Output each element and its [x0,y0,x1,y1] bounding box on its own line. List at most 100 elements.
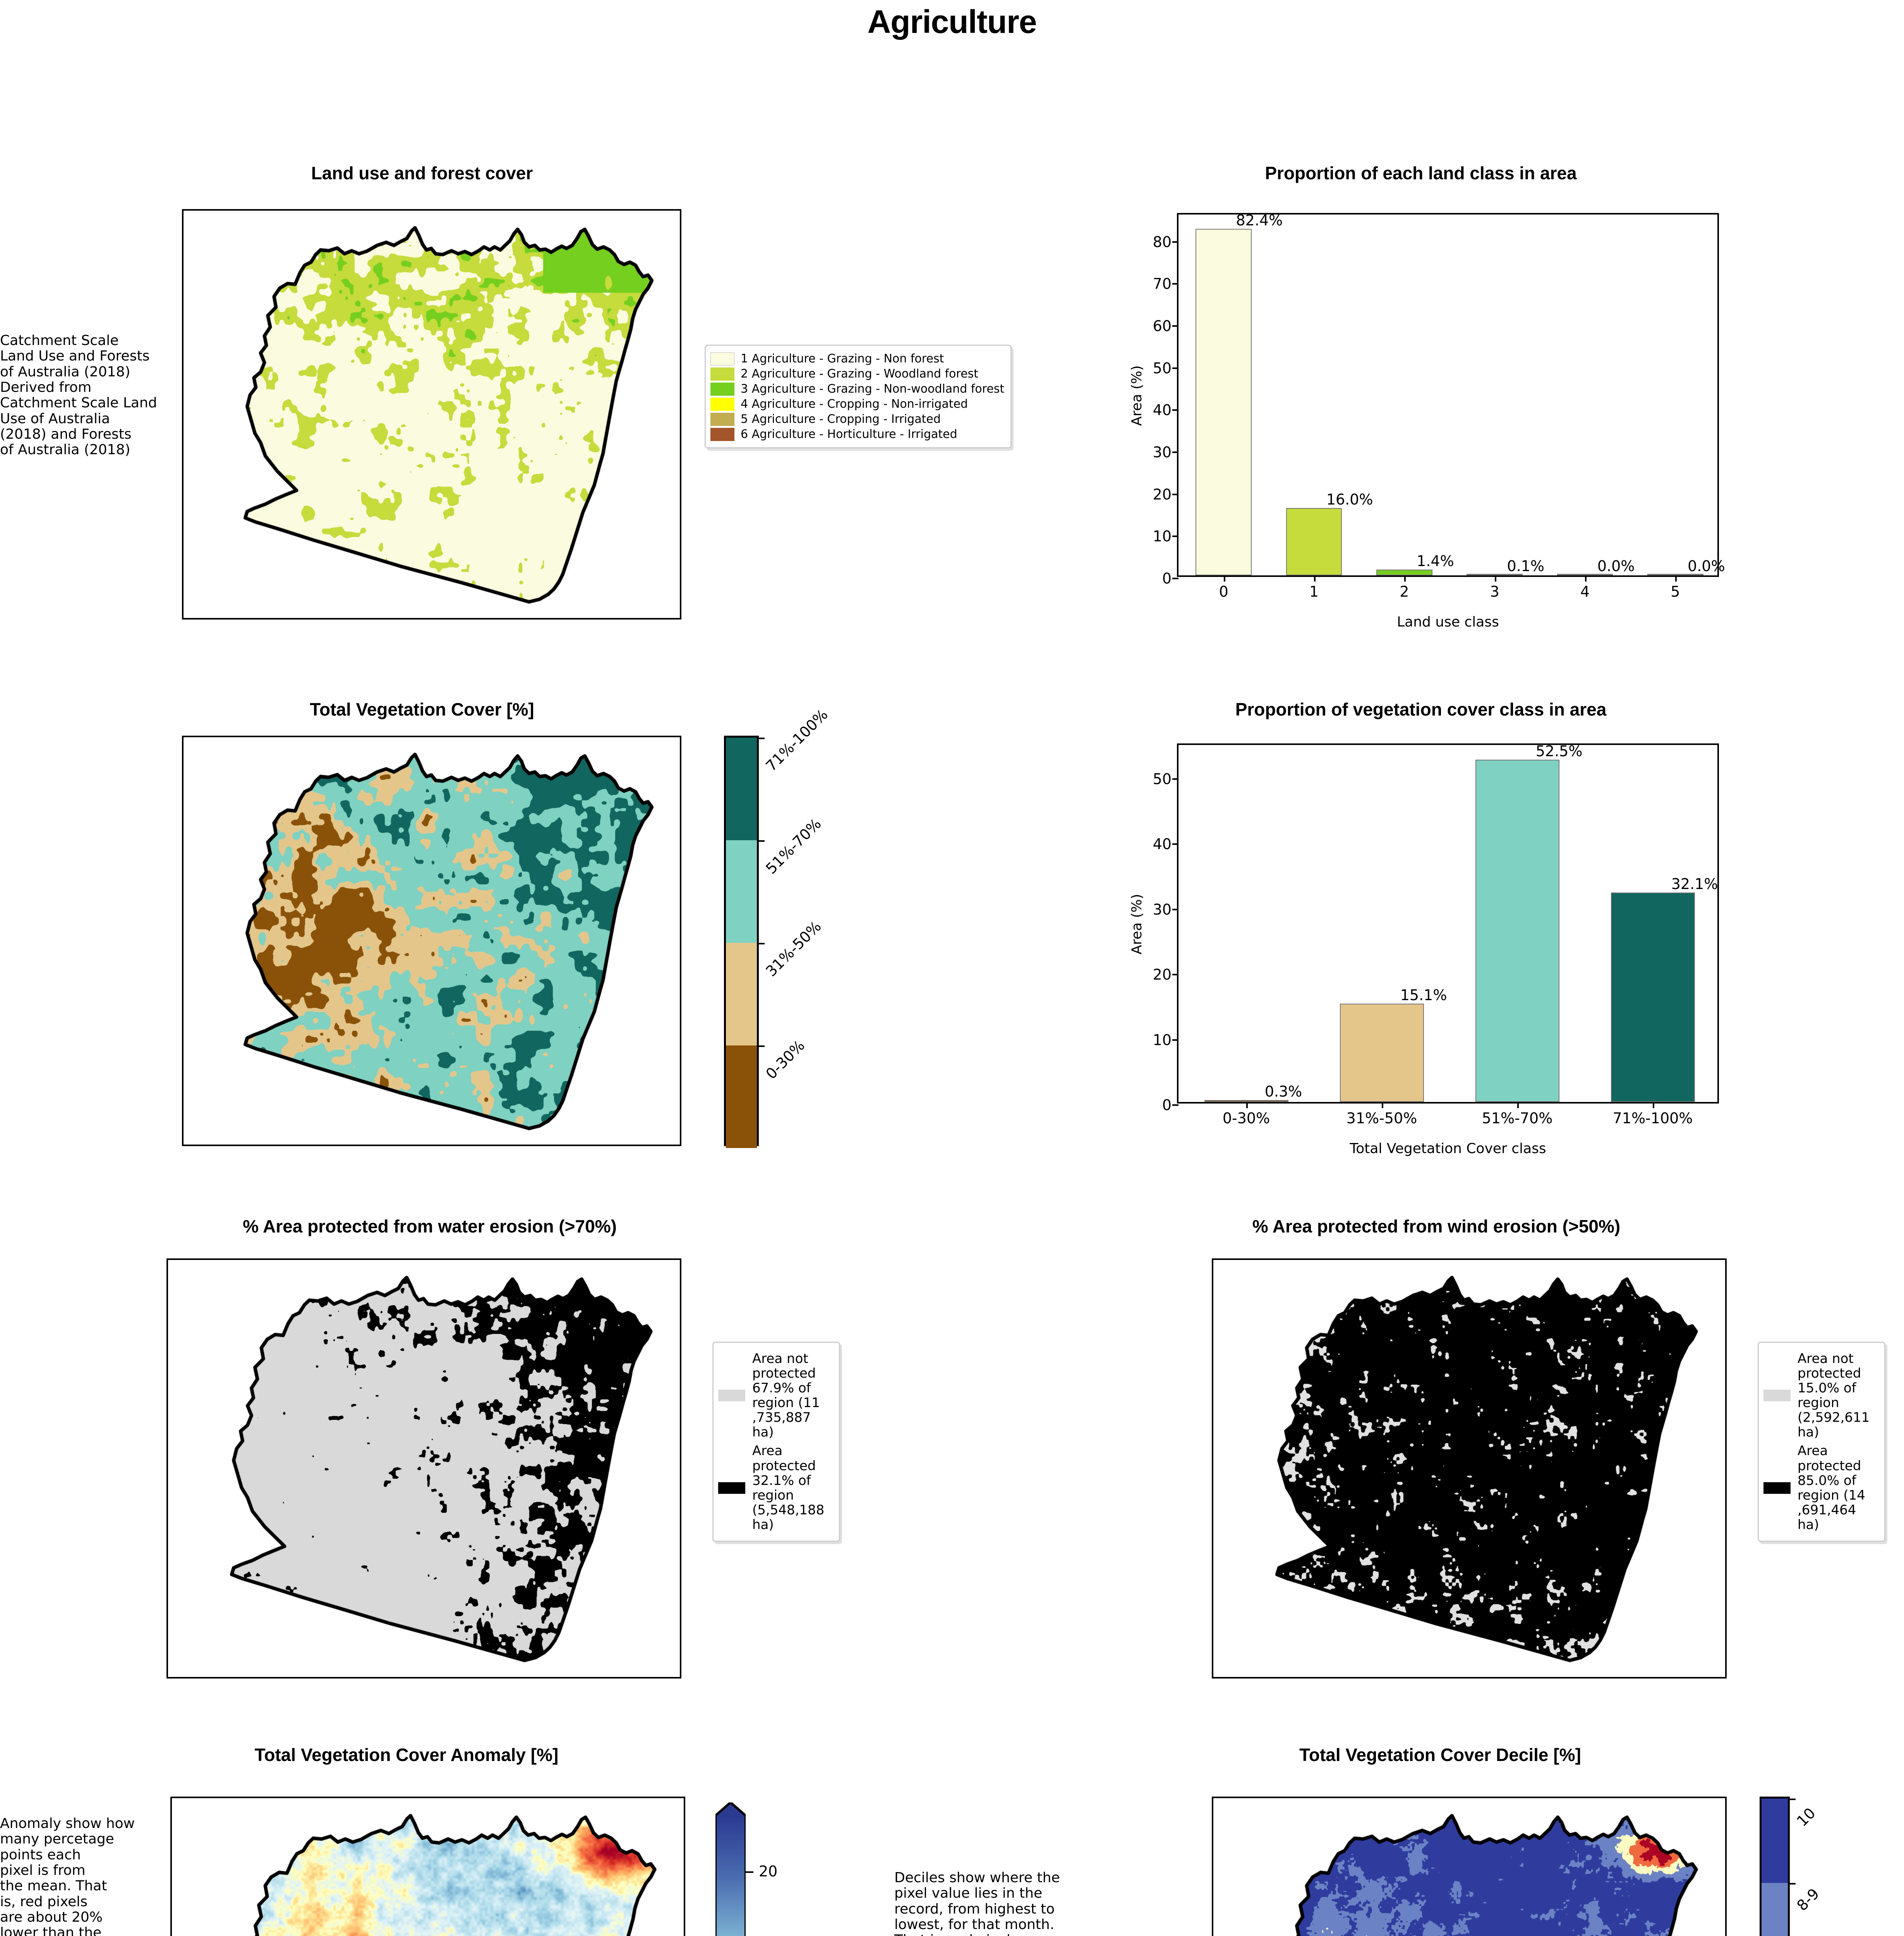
colorbar-label: 31%-50% [762,917,825,980]
map-y-tick [182,293,184,294]
bar [1647,574,1703,575]
map-x-tick [348,1145,350,1146]
map-y-tick [166,1344,168,1346]
y-axis-tick [1172,283,1178,285]
bar [1475,759,1559,1102]
colorbar-segment [726,840,757,943]
y-axis-tick [1172,974,1178,976]
y-axis-tick-label: 10 [1153,1031,1172,1049]
x-axis-tick-label: 3 [1490,583,1499,600]
x-axis-tick-label: 2 [1400,583,1409,600]
y-axis-tick-label: 60 [1153,317,1172,335]
y-axis-tick [1172,535,1178,537]
wind-erosion-map[interactable] [1212,1258,1727,1679]
wind-erosion-legend: Area not protected 15.0% of region (2,59… [1758,1342,1885,1542]
map-y-tick [182,819,184,821]
veg-cover-map[interactable] [182,736,681,1146]
map-x-tick [254,618,255,620]
anomaly-panel-title: Total Vegetation Cover Anomaly [%] [254,1745,559,1765]
colorbar-tick [757,840,765,842]
legend-swatch [718,1390,745,1402]
x-axis-tick [1246,1102,1248,1108]
veg-class-chart-title: Proportion of vegetation cover class in … [1235,699,1607,719]
x-axis-tick [1653,1102,1654,1108]
map-x-tick [254,1145,255,1146]
colorbar-tick [746,1871,753,1873]
legend-swatch [1763,1482,1791,1494]
map-x-tick [443,618,445,620]
map-y-tick [1212,1529,1213,1530]
anomaly-colorbar-gradient [715,1802,746,1936]
colorbar-tick [1788,1883,1796,1885]
legend-label: 6 Agriculture - Horticulture - Irrigated [741,427,957,441]
map-x-tick [1481,1677,1483,1679]
y-axis-tick-label: 30 [1153,901,1172,918]
map-y-tick [182,910,184,911]
colorbar-segment [1762,1883,1788,1936]
map-y-tick [182,1090,184,1092]
map-y-tick [166,1621,168,1623]
y-axis-tick [1172,409,1178,411]
bar-value-label: 82.4% [1236,211,1283,229]
x-axis-tick-label: 0 [1219,583,1228,600]
map-y-tick [1212,1882,1213,1883]
colorbar-tick [757,943,765,944]
legend-label: 2 Agriculture - Grazing - Woodland fores… [741,367,978,381]
bar-value-label: 52.5% [1535,742,1583,760]
x-axis-tick-label: 0-30% [1222,1110,1270,1127]
map-x-tick [240,1677,242,1679]
legend-row: Area protected 32.1% of region (5,548,18… [718,1443,833,1532]
legend-swatch [710,412,734,426]
y-axis-tick [1172,493,1178,495]
legend-row: 1 Agriculture - Grazing - Non forest [710,352,1004,366]
map-x-tick [338,1677,340,1679]
bar-value-label: 0.0% [1597,558,1635,575]
y-axis-tick [1172,1104,1178,1106]
map-x-tick [631,1677,633,1679]
x-axis-tick [1585,575,1587,582]
legend-label: Area protected 85.0% of region (14 ,691,… [1798,1443,1865,1533]
land-use-map-canvas [184,211,680,618]
map-y-tick [166,1529,168,1530]
decile-panel-title: Total Vegetation Cover Decile [%] [1299,1745,1581,1765]
x-axis-tick-label: 1 [1309,583,1319,600]
bar [1340,1003,1424,1102]
bar [1196,228,1252,575]
decile-map[interactable] [1212,1797,1727,1936]
water-erosion-map-canvas [168,1260,680,1677]
legend-label: 5 Agriculture - Cropping - Irrigated [741,412,941,426]
x-axis-tick [1404,575,1406,582]
map-x-tick [1383,1677,1385,1679]
bar-value-label: 32.1% [1671,875,1718,893]
bar [1376,569,1432,575]
map-x-tick [1285,1677,1287,1679]
colorbar-segment [726,1045,757,1148]
legend-swatch [710,397,734,411]
colorbar-label: 10 [1793,1804,1819,1830]
veg-class-plot-area: 0 10 20 30 40 50 0.3% 0-30% 15.1% 31%-50% 52.5% 51%… [1153,742,1719,1127]
veg-class-y-axis-label: Area (%) [1129,894,1145,954]
decile-map-canvas [1213,1798,1725,1936]
y-axis-tick [1172,451,1178,453]
land-use-map[interactable] [182,209,681,620]
map-x-tick [633,618,635,620]
bar [1467,574,1523,575]
decile-colorbar: 108-94-72-31 [1760,1797,1822,1936]
map-x-tick [443,1145,445,1146]
legend-swatch [710,427,734,441]
x-axis-tick [1382,1102,1383,1108]
colorbar-label: 20 [759,1862,778,1880]
legend-row: 2 Agriculture - Grazing - Woodland fores… [710,367,1004,381]
anomaly-map[interactable] [170,1797,685,1936]
veg-class-bar-chart: 0 10 20 30 40 50 0.3% 0-30% 15.1% 31%-50% 52.5% 51%… [1107,736,1734,1162]
legend-swatch [710,382,734,396]
water-erosion-map[interactable] [166,1258,681,1679]
x-axis-tick [1314,575,1316,582]
water-erosion-legend: Area not protected 67.9% of region (11 ,… [712,1342,840,1542]
page-title: Agriculture [867,3,1037,40]
colorbar-segment [726,943,757,1045]
colorbar-label: 71%-100% [762,705,831,775]
legend-label: Area not protected 15.0% of region (2,59… [1798,1351,1870,1440]
map-x-tick [538,1145,540,1146]
land-class-y-axis-label: Area (%) [1129,365,1145,426]
